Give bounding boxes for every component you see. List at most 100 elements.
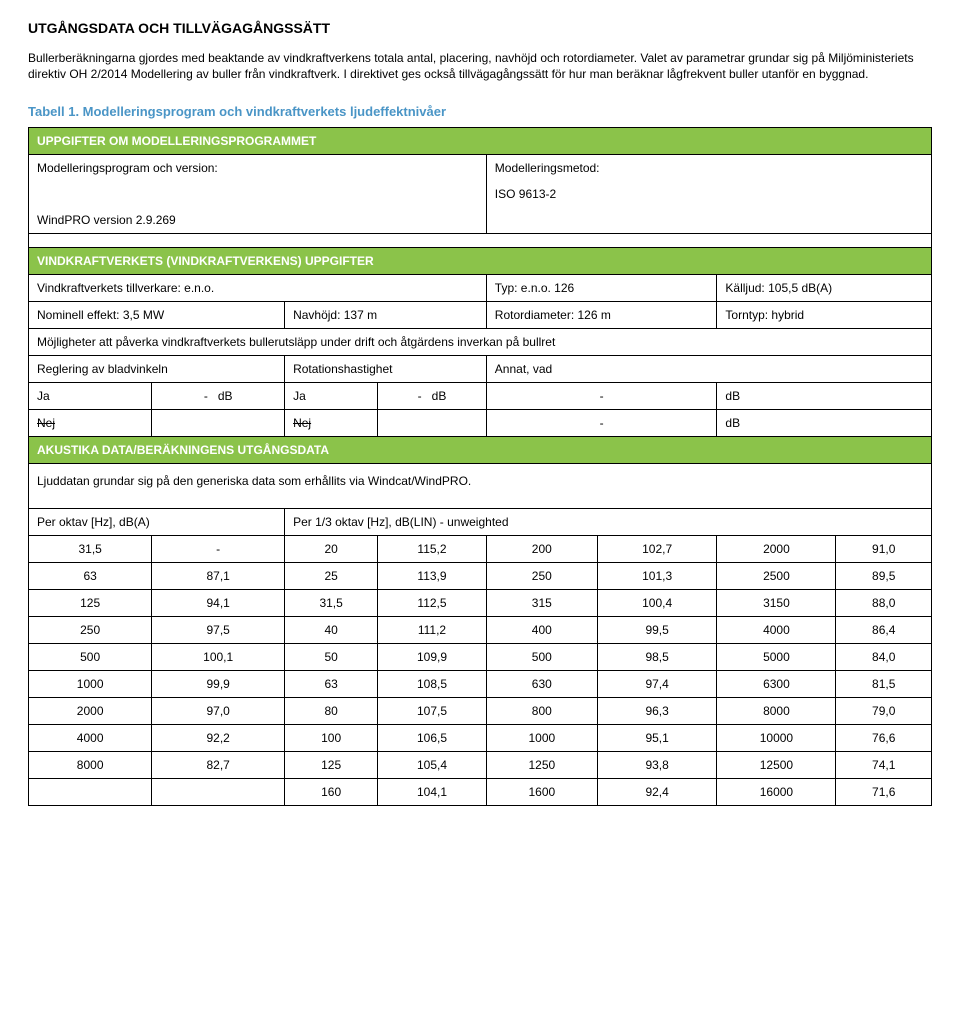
data-cell: 92,4 [597,779,717,806]
data-cell: 125 [285,752,378,779]
spacer-row [29,234,932,248]
data-cell: 81,5 [836,671,932,698]
data-cell: 107,5 [378,698,487,725]
data-row: 31,5-20115,2200102,7200091,0 [29,536,932,563]
ja-2: Ja [285,383,378,410]
data-cell: 74,1 [836,752,932,779]
data-cell: 31,5 [29,536,152,563]
data-cell: 100,1 [152,644,285,671]
data-cell: 98,5 [597,644,717,671]
data-cell: 16000 [717,779,836,806]
per-third-oktav-header: Per 1/3 oktav [Hz], dB(LIN) - unweighted [285,509,932,536]
data-cell: 91,0 [836,536,932,563]
data-cell: 102,7 [597,536,717,563]
program-version-row: WindPRO version 2.9.269 [29,207,932,234]
rotor-diameter: Rotordiameter: 126 m [486,302,717,329]
nej-other: - [486,410,717,437]
ja-1-val: - dB [152,383,285,410]
data-cell: 99,9 [152,671,285,698]
data-cell: 86,4 [836,617,932,644]
data-cell: 50 [285,644,378,671]
program-value-row: ISO 9613-2 [29,181,932,207]
data-cell: 2500 [717,563,836,590]
data-row: 160104,1160092,41600071,6 [29,779,932,806]
data-cell: 108,5 [378,671,487,698]
data-cell: 500 [486,644,597,671]
other-label: Annat, vad [486,356,931,383]
possibilities-row: Möjligheter att påverka vindkraftverkets… [29,329,932,356]
data-cell: 2000 [717,536,836,563]
data-cell: 4000 [29,725,152,752]
intro-paragraph: Bullerberäkningarna gjordes med beaktand… [28,50,932,82]
data-row: 400092,2100106,5100095,11000076,6 [29,725,932,752]
section3-header: AKUSTIKA DATA/BERÄKNINGENS UTGÅNGSDATA [29,437,932,464]
data-cell: 71,6 [836,779,932,806]
ja-2-val: - dB [378,383,487,410]
db2: dB [432,389,447,403]
data-cell: 92,2 [152,725,285,752]
possibilities-text: Möjligheter att påverka vindkraftverkets… [29,329,932,356]
data-cell: 250 [486,563,597,590]
intro-block: Bullerberäkningarna gjordes med beaktand… [28,50,932,82]
data-cell: 800 [486,698,597,725]
data-cell: - [152,536,285,563]
source-sound: Källjud: 105,5 dB(A) [717,275,932,302]
data-cell: 31,5 [285,590,378,617]
program-label: Modelleringsprogram och version: [29,155,487,182]
section3-header-row: AKUSTIKA DATA/BERÄKNINGENS UTGÅNGSDATA [29,437,932,464]
section1-header: UPPGIFTER OM MODELLERINGSPROGRAMMET [29,128,932,155]
data-cell: 2000 [29,698,152,725]
data-cell: 6300 [717,671,836,698]
data-cell: 1000 [29,671,152,698]
data-cell: 100,4 [597,590,717,617]
method-label: Modelleringsmetod: [486,155,931,182]
manufacturer-row: Vindkraftverkets tillverkare: e.n.o. Typ… [29,275,932,302]
data-cell: 10000 [717,725,836,752]
data-cell: 8000 [29,752,152,779]
nej-1-val [152,410,285,437]
data-cell: 87,1 [152,563,285,590]
nej-strike-1: Nej [37,416,55,430]
ja-row: Ja - dB Ja - dB - dB [29,383,932,410]
info-table: UPPGIFTER OM MODELLERINGSPROGRAMMET Mode… [28,127,932,806]
data-cell: 80 [285,698,378,725]
data-cell: 160 [285,779,378,806]
data-cell: 115,2 [378,536,487,563]
data-cell: 200 [486,536,597,563]
nominal-effect: Nominell effekt: 3,5 MW [29,302,285,329]
data-cell: 95,1 [597,725,717,752]
data-cell: 1250 [486,752,597,779]
spec-row: Nominell effekt: 3,5 MW Navhöjd: 137 m R… [29,302,932,329]
per-oktav-header: Per oktav [Hz], dB(A) [29,509,285,536]
section1-header-row: UPPGIFTER OM MODELLERINGSPROGRAMMET [29,128,932,155]
data-cell: 104,1 [378,779,487,806]
data-header-row: Per oktav [Hz], dB(A) Per 1/3 oktav [Hz]… [29,509,932,536]
data-cell: 84,0 [836,644,932,671]
data-cell: 1600 [486,779,597,806]
acoustic-text-row: Ljuddatan grundar sig på den generiska d… [29,464,932,509]
data-cell [152,779,285,806]
program-value: WindPRO version 2.9.269 [29,207,487,234]
nej-2-val [378,410,487,437]
data-cell: 4000 [717,617,836,644]
data-cell: 109,9 [378,644,487,671]
data-row: 100099,963108,563097,4630081,5 [29,671,932,698]
data-cell: 89,5 [836,563,932,590]
dash1: - [204,389,208,403]
data-row: 800082,7125105,4125093,81250074,1 [29,752,932,779]
tower-type: Torntyp: hybrid [717,302,932,329]
data-cell: 8000 [717,698,836,725]
data-cell: 101,3 [597,563,717,590]
ja-other: - [486,383,717,410]
data-row: 500100,150109,950098,5500084,0 [29,644,932,671]
data-cell: 97,0 [152,698,285,725]
data-cell: 3150 [717,590,836,617]
data-row: 25097,540111,240099,5400086,4 [29,617,932,644]
blade-angle-label: Reglering av bladvinkeln [29,356,285,383]
data-cell: 12500 [717,752,836,779]
ja-1: Ja [29,383,152,410]
data-cell: 105,4 [378,752,487,779]
data-cell: 63 [285,671,378,698]
data-cell: 97,4 [597,671,717,698]
hub-height: Navhöjd: 137 m [285,302,487,329]
